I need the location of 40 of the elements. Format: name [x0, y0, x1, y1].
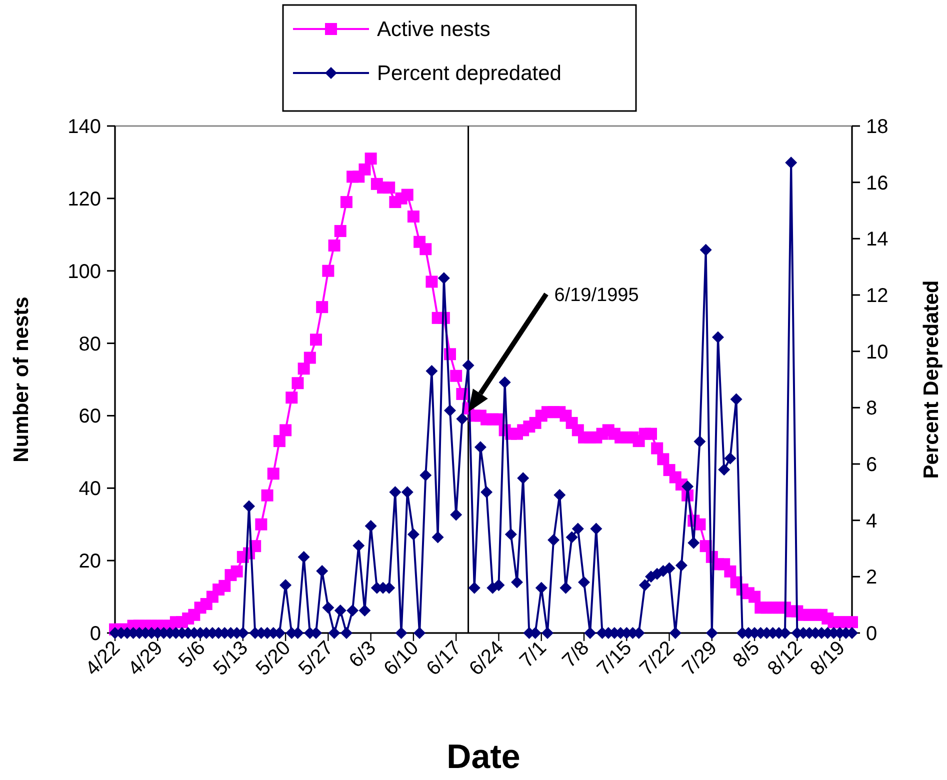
x-tick-label: 6/17: [422, 636, 466, 680]
x-tick-label: 6/24: [465, 636, 508, 680]
y-tick-label: 20: [78, 550, 101, 573]
y-tick-label: 140: [68, 116, 101, 138]
y2-axis-title: Percent Depredated: [920, 280, 943, 479]
legend-label: Active nests: [377, 18, 490, 41]
y-tick-label: 120: [68, 188, 101, 210]
x-tick-label: 8/5: [728, 636, 764, 672]
y-tick-label: 100: [68, 260, 101, 283]
x-axis-title: Date: [446, 738, 520, 776]
x-tick-label: 4/29: [124, 636, 168, 680]
x-tick-label: 7/1: [516, 636, 551, 672]
y2-tick-label: 10: [866, 341, 888, 364]
y-tick-label: 80: [78, 333, 101, 356]
y2-tick-label: 8: [866, 398, 878, 420]
y-tick-label: 40: [78, 478, 101, 500]
x-tick-label: 6/10: [380, 636, 423, 680]
annotation: 6/19/1995: [554, 285, 639, 306]
y2-tick-label: 16: [866, 172, 888, 194]
x-tick-label: 6/3: [345, 636, 380, 672]
y-axis-title: Number of nests: [10, 296, 33, 462]
x-tick-label: 8/19: [806, 636, 850, 680]
y-tick-label: 60: [78, 406, 101, 428]
y2-tick-label: 12: [866, 285, 888, 307]
y2-tick-label: 6: [866, 454, 878, 476]
x-tick-label: 5/13: [209, 636, 252, 680]
x-tick-label: 8/12: [764, 636, 807, 680]
x-tick-label: 7/15: [593, 636, 636, 680]
legend-label: Percent depredated: [377, 62, 562, 85]
y2-tick-label: 2: [866, 566, 878, 589]
x-tick-label: 5/6: [174, 636, 210, 672]
y2-tick-label: 14: [866, 228, 888, 251]
y-tick-label: 0: [90, 623, 101, 645]
y2-tick-label: 4: [866, 510, 878, 532]
y2-tick-label: 18: [866, 116, 888, 138]
x-tick-label: 7/22: [636, 636, 679, 680]
x-tick-label: 5/20: [252, 636, 296, 680]
y2-tick-label: 0: [866, 623, 878, 645]
x-tick-label: 7/29: [678, 636, 722, 680]
x-tick-label: 7/8: [558, 636, 594, 672]
